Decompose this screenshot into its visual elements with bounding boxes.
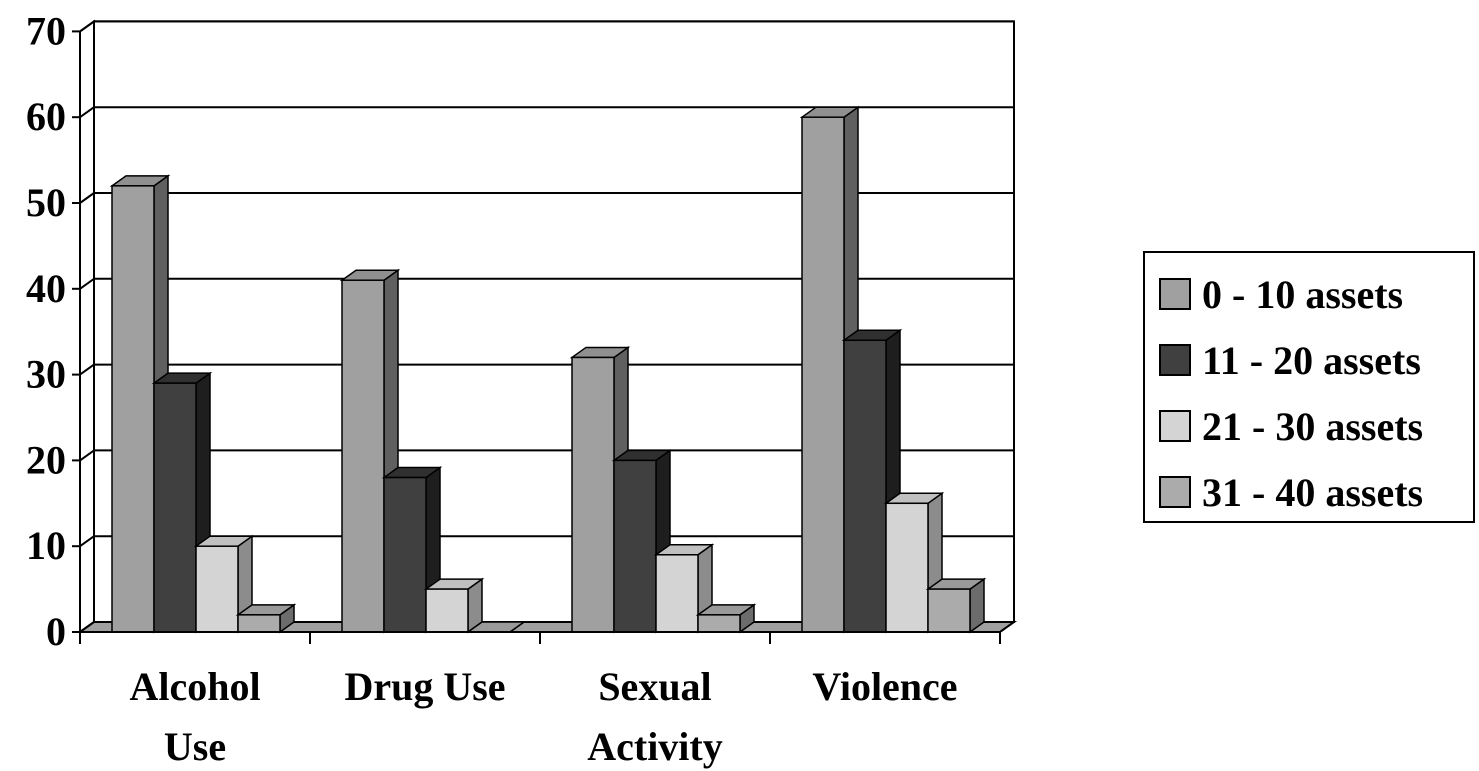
legend-swatch	[1159, 410, 1191, 442]
bar-front	[571, 356, 615, 633]
y-tick-label: 10	[26, 523, 66, 568]
bar-front	[613, 459, 657, 633]
x-axis-categories: Alcohol Use Drug Use Sexual Activity Violence	[129, 664, 957, 769]
bar-front	[341, 279, 385, 633]
bars	[109, 105, 987, 634]
legend-box	[1143, 251, 1475, 523]
bar-front	[801, 116, 845, 633]
y-tick-label: 60	[26, 94, 66, 139]
legend-item: 21 - 30 assets	[1159, 404, 1423, 449]
gridline-side	[79, 363, 95, 376]
axes	[79, 31, 1001, 644]
legend-item: 0 - 10 assets	[1159, 272, 1403, 317]
bar	[151, 371, 213, 634]
legend-item: 31 - 40 assets	[1159, 470, 1423, 515]
legend-label: 0 - 10 assets	[1202, 272, 1403, 317]
y-axis-ticks: 0 10 20 30 40 50 60 70	[26, 8, 80, 654]
gridline-side	[79, 20, 95, 33]
bar-front	[153, 382, 197, 633]
gridline-side	[79, 449, 95, 462]
category-label: Violence	[812, 664, 957, 709]
bar	[381, 466, 443, 634]
y-tick-label: 30	[26, 352, 66, 397]
bar	[695, 603, 757, 634]
category-label: Activity	[587, 724, 723, 769]
bar	[841, 328, 903, 634]
category-label: Drug Use	[344, 664, 505, 709]
bar-front	[383, 476, 427, 633]
bar	[235, 603, 297, 634]
category-label: Sexual	[598, 664, 711, 709]
y-tick-label: 20	[26, 437, 66, 482]
bar-front	[425, 588, 469, 633]
y-tick-label: 50	[26, 180, 66, 225]
bar-front	[843, 339, 887, 633]
bar-front	[885, 502, 929, 633]
legend-swatch	[1159, 278, 1191, 310]
gridline-side	[79, 277, 95, 290]
bar	[423, 577, 485, 634]
category-label: Use	[164, 724, 226, 769]
bar-front	[195, 545, 239, 633]
legend-label: 11 - 20 assets	[1202, 338, 1421, 383]
legend-label: 31 - 40 assets	[1202, 470, 1423, 515]
legend: 0 - 10 assets 11 - 20 assets 21 - 30 asset…	[1143, 251, 1475, 523]
gridline-side	[79, 192, 95, 204]
legend-item: 11 - 20 assets	[1159, 338, 1421, 383]
bar	[193, 534, 255, 634]
legend-label: 21 - 30 assets	[1202, 404, 1423, 449]
category-label: Alcohol	[129, 664, 260, 709]
bar-front	[237, 614, 281, 633]
bar-front	[927, 588, 971, 633]
bar-front	[655, 554, 699, 633]
y-tick-label: 0	[46, 609, 66, 654]
legend-swatch	[1159, 476, 1191, 508]
bar-front	[697, 614, 741, 633]
bar	[925, 577, 987, 634]
y-tick-label: 70	[26, 8, 66, 53]
y-tick-label: 40	[26, 266, 66, 311]
gridline-side	[79, 535, 95, 548]
bar-front	[111, 185, 155, 633]
legend-swatch	[1159, 344, 1191, 376]
gridline-side	[79, 106, 95, 119]
